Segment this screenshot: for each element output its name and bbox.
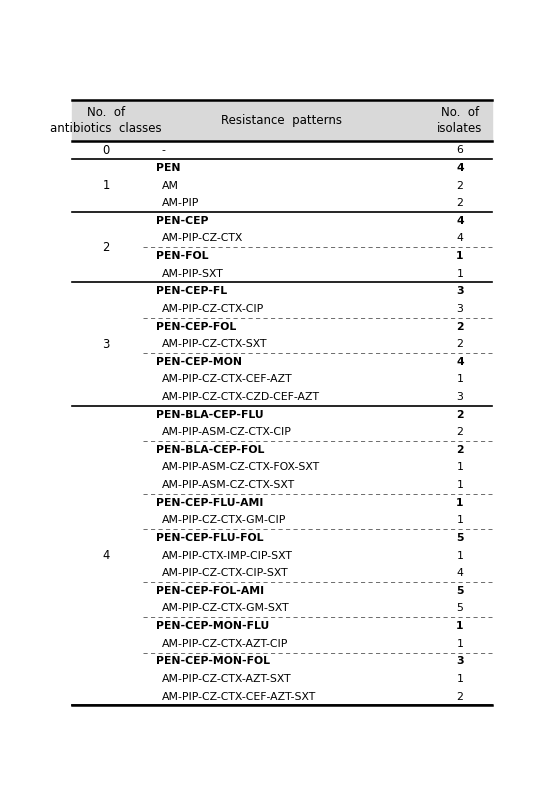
Text: 2: 2: [456, 322, 464, 331]
Text: AM: AM: [162, 181, 179, 190]
Text: AM-PIP: AM-PIP: [162, 198, 199, 209]
Text: Resistance  patterns: Resistance patterns: [221, 114, 342, 127]
Text: AM-PIP-CZ-CTX-GM-SXT: AM-PIP-CZ-CTX-GM-SXT: [162, 603, 289, 614]
Text: PEN-CEP-MON: PEN-CEP-MON: [156, 357, 242, 367]
Text: 1: 1: [103, 179, 110, 192]
Text: 2: 2: [456, 181, 464, 190]
Text: 2: 2: [456, 198, 464, 209]
Text: AM-PIP-CZ-CTX-SXT: AM-PIP-CZ-CTX-SXT: [162, 339, 267, 349]
Text: PEN-CEP-MON-FOL: PEN-CEP-MON-FOL: [156, 657, 270, 666]
Text: 1: 1: [456, 515, 464, 525]
Text: 4: 4: [456, 357, 464, 367]
Text: PEN-CEP-FLU-AMI: PEN-CEP-FLU-AMI: [156, 498, 263, 508]
Text: AM-PIP-ASM-CZ-CTX-SXT: AM-PIP-ASM-CZ-CTX-SXT: [162, 480, 295, 490]
Text: 0: 0: [103, 144, 110, 157]
Text: PEN-CEP-FOL-AMI: PEN-CEP-FOL-AMI: [156, 586, 264, 596]
Text: 2: 2: [456, 692, 464, 701]
Text: 5: 5: [456, 586, 464, 596]
Text: No.  of
antibiotics  classes: No. of antibiotics classes: [51, 106, 162, 135]
Text: AM-PIP-ASM-CZ-CTX-CIP: AM-PIP-ASM-CZ-CTX-CIP: [162, 427, 292, 437]
Text: AM-PIP-SXT: AM-PIP-SXT: [162, 268, 223, 279]
Text: 1: 1: [456, 621, 464, 631]
Text: AM-PIP-CZ-CTX-CIP-SXT: AM-PIP-CZ-CTX-CIP-SXT: [162, 568, 288, 578]
Text: AM-PIP-CZ-CTX-GM-CIP: AM-PIP-CZ-CTX-GM-CIP: [162, 515, 286, 525]
Text: 1: 1: [456, 251, 464, 261]
Text: 3: 3: [456, 657, 464, 666]
Text: 1: 1: [456, 498, 464, 508]
Text: -: -: [162, 146, 166, 155]
Text: 2: 2: [456, 427, 464, 437]
Text: 2: 2: [102, 240, 110, 254]
Text: AM-PIP-CTX-IMP-CIP-SXT: AM-PIP-CTX-IMP-CIP-SXT: [162, 551, 293, 560]
Text: 1: 1: [456, 638, 464, 649]
Text: AM-PIP-CZ-CTX-CZD-CEF-AZT: AM-PIP-CZ-CTX-CZD-CEF-AZT: [162, 392, 320, 402]
Text: 3: 3: [456, 304, 464, 314]
Text: 4: 4: [103, 549, 110, 562]
Text: PEN-BLA-CEP-FOL: PEN-BLA-CEP-FOL: [156, 445, 265, 455]
Text: 6: 6: [456, 146, 464, 155]
Text: PEN-CEP-FOL: PEN-CEP-FOL: [156, 322, 236, 331]
Text: 1: 1: [456, 480, 464, 490]
Text: PEN-CEP-FLU-FOL: PEN-CEP-FLU-FOL: [156, 533, 263, 543]
Text: AM-PIP-CZ-CTX-CEF-AZT-SXT: AM-PIP-CZ-CTX-CEF-AZT-SXT: [162, 692, 316, 701]
Text: AM-PIP-CZ-CTX-AZT-SXT: AM-PIP-CZ-CTX-AZT-SXT: [162, 674, 292, 684]
Text: AM-PIP-CZ-CTX: AM-PIP-CZ-CTX: [162, 233, 243, 244]
Text: 5: 5: [456, 603, 464, 614]
Text: 3: 3: [456, 287, 464, 296]
Bar: [72, 100, 492, 142]
Text: 2: 2: [456, 339, 464, 349]
Text: PEN-FOL: PEN-FOL: [156, 251, 208, 261]
Text: 2: 2: [456, 410, 464, 419]
Text: 1: 1: [456, 674, 464, 684]
Text: 1: 1: [456, 551, 464, 560]
Text: 4: 4: [456, 216, 464, 226]
Text: PEN: PEN: [156, 163, 180, 173]
Text: 3: 3: [102, 338, 110, 350]
Text: 1: 1: [456, 462, 464, 473]
Text: PEN-CEP-FL: PEN-CEP-FL: [156, 287, 227, 296]
Text: PEN-BLA-CEP-FLU: PEN-BLA-CEP-FLU: [156, 410, 264, 419]
Text: AM-PIP-CZ-CTX-CEF-AZT: AM-PIP-CZ-CTX-CEF-AZT: [162, 374, 292, 384]
Text: 4: 4: [456, 163, 464, 173]
Text: 1: 1: [456, 268, 464, 279]
Text: 1: 1: [456, 374, 464, 384]
Text: AM-PIP-CZ-CTX-CIP: AM-PIP-CZ-CTX-CIP: [162, 304, 264, 314]
Text: AM-PIP-CZ-CTX-AZT-CIP: AM-PIP-CZ-CTX-AZT-CIP: [162, 638, 288, 649]
Text: 4: 4: [456, 568, 464, 578]
Text: AM-PIP-ASM-CZ-CTX-FOX-SXT: AM-PIP-ASM-CZ-CTX-FOX-SXT: [162, 462, 320, 473]
Text: 4: 4: [456, 233, 464, 244]
Text: 5: 5: [456, 533, 464, 543]
Text: PEN-CEP-MON-FLU: PEN-CEP-MON-FLU: [156, 621, 270, 631]
Text: 3: 3: [456, 392, 464, 402]
Text: No.  of
isolates: No. of isolates: [437, 106, 483, 135]
Text: PEN-CEP: PEN-CEP: [156, 216, 208, 226]
Text: 2: 2: [456, 445, 464, 455]
